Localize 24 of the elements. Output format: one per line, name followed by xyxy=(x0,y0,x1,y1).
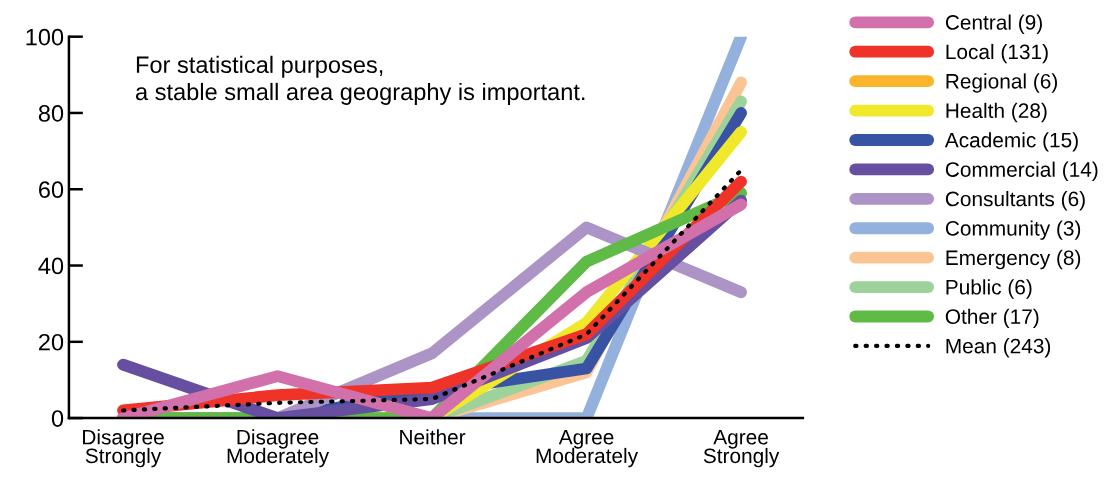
x-tick-label: Agree Moderately xyxy=(536,429,639,468)
y-tick-label: 40 xyxy=(38,257,64,275)
legend-label: Public (6) xyxy=(946,279,1032,299)
legend-label: Consultants (6) xyxy=(945,191,1085,211)
legend-label: Emergency (8) xyxy=(946,249,1081,270)
legend-label: Local (131) xyxy=(946,43,1048,64)
x-tick-label: Disagree Moderately xyxy=(227,429,330,468)
legend-label: Mean (243) xyxy=(946,338,1051,358)
legend-label: Other (17) xyxy=(945,308,1039,329)
legend-label: Academic (15) xyxy=(944,132,1078,152)
y-tick-label: 0 xyxy=(51,410,64,427)
y-tick-label: 60 xyxy=(39,181,64,199)
legend-label: Regional (6) xyxy=(946,73,1058,93)
legend-label: Community (3) xyxy=(945,220,1081,240)
y-tick-label: 100 xyxy=(26,28,64,46)
x-tick-label: Neither xyxy=(400,429,466,445)
legend-label: Health (28) xyxy=(946,102,1047,123)
y-tick-label: 80 xyxy=(38,105,64,122)
y-tick-label: 20 xyxy=(39,333,64,351)
x-tick-label: Disagree Strongly xyxy=(83,429,164,468)
legend-label: Commercial (14) xyxy=(945,161,1098,182)
x-tick-label: Agree Strongly xyxy=(703,429,780,468)
annotation: For statistical purposes, a stable small area geography is important. xyxy=(136,55,585,105)
legend-label: Central (9) xyxy=(945,14,1042,34)
